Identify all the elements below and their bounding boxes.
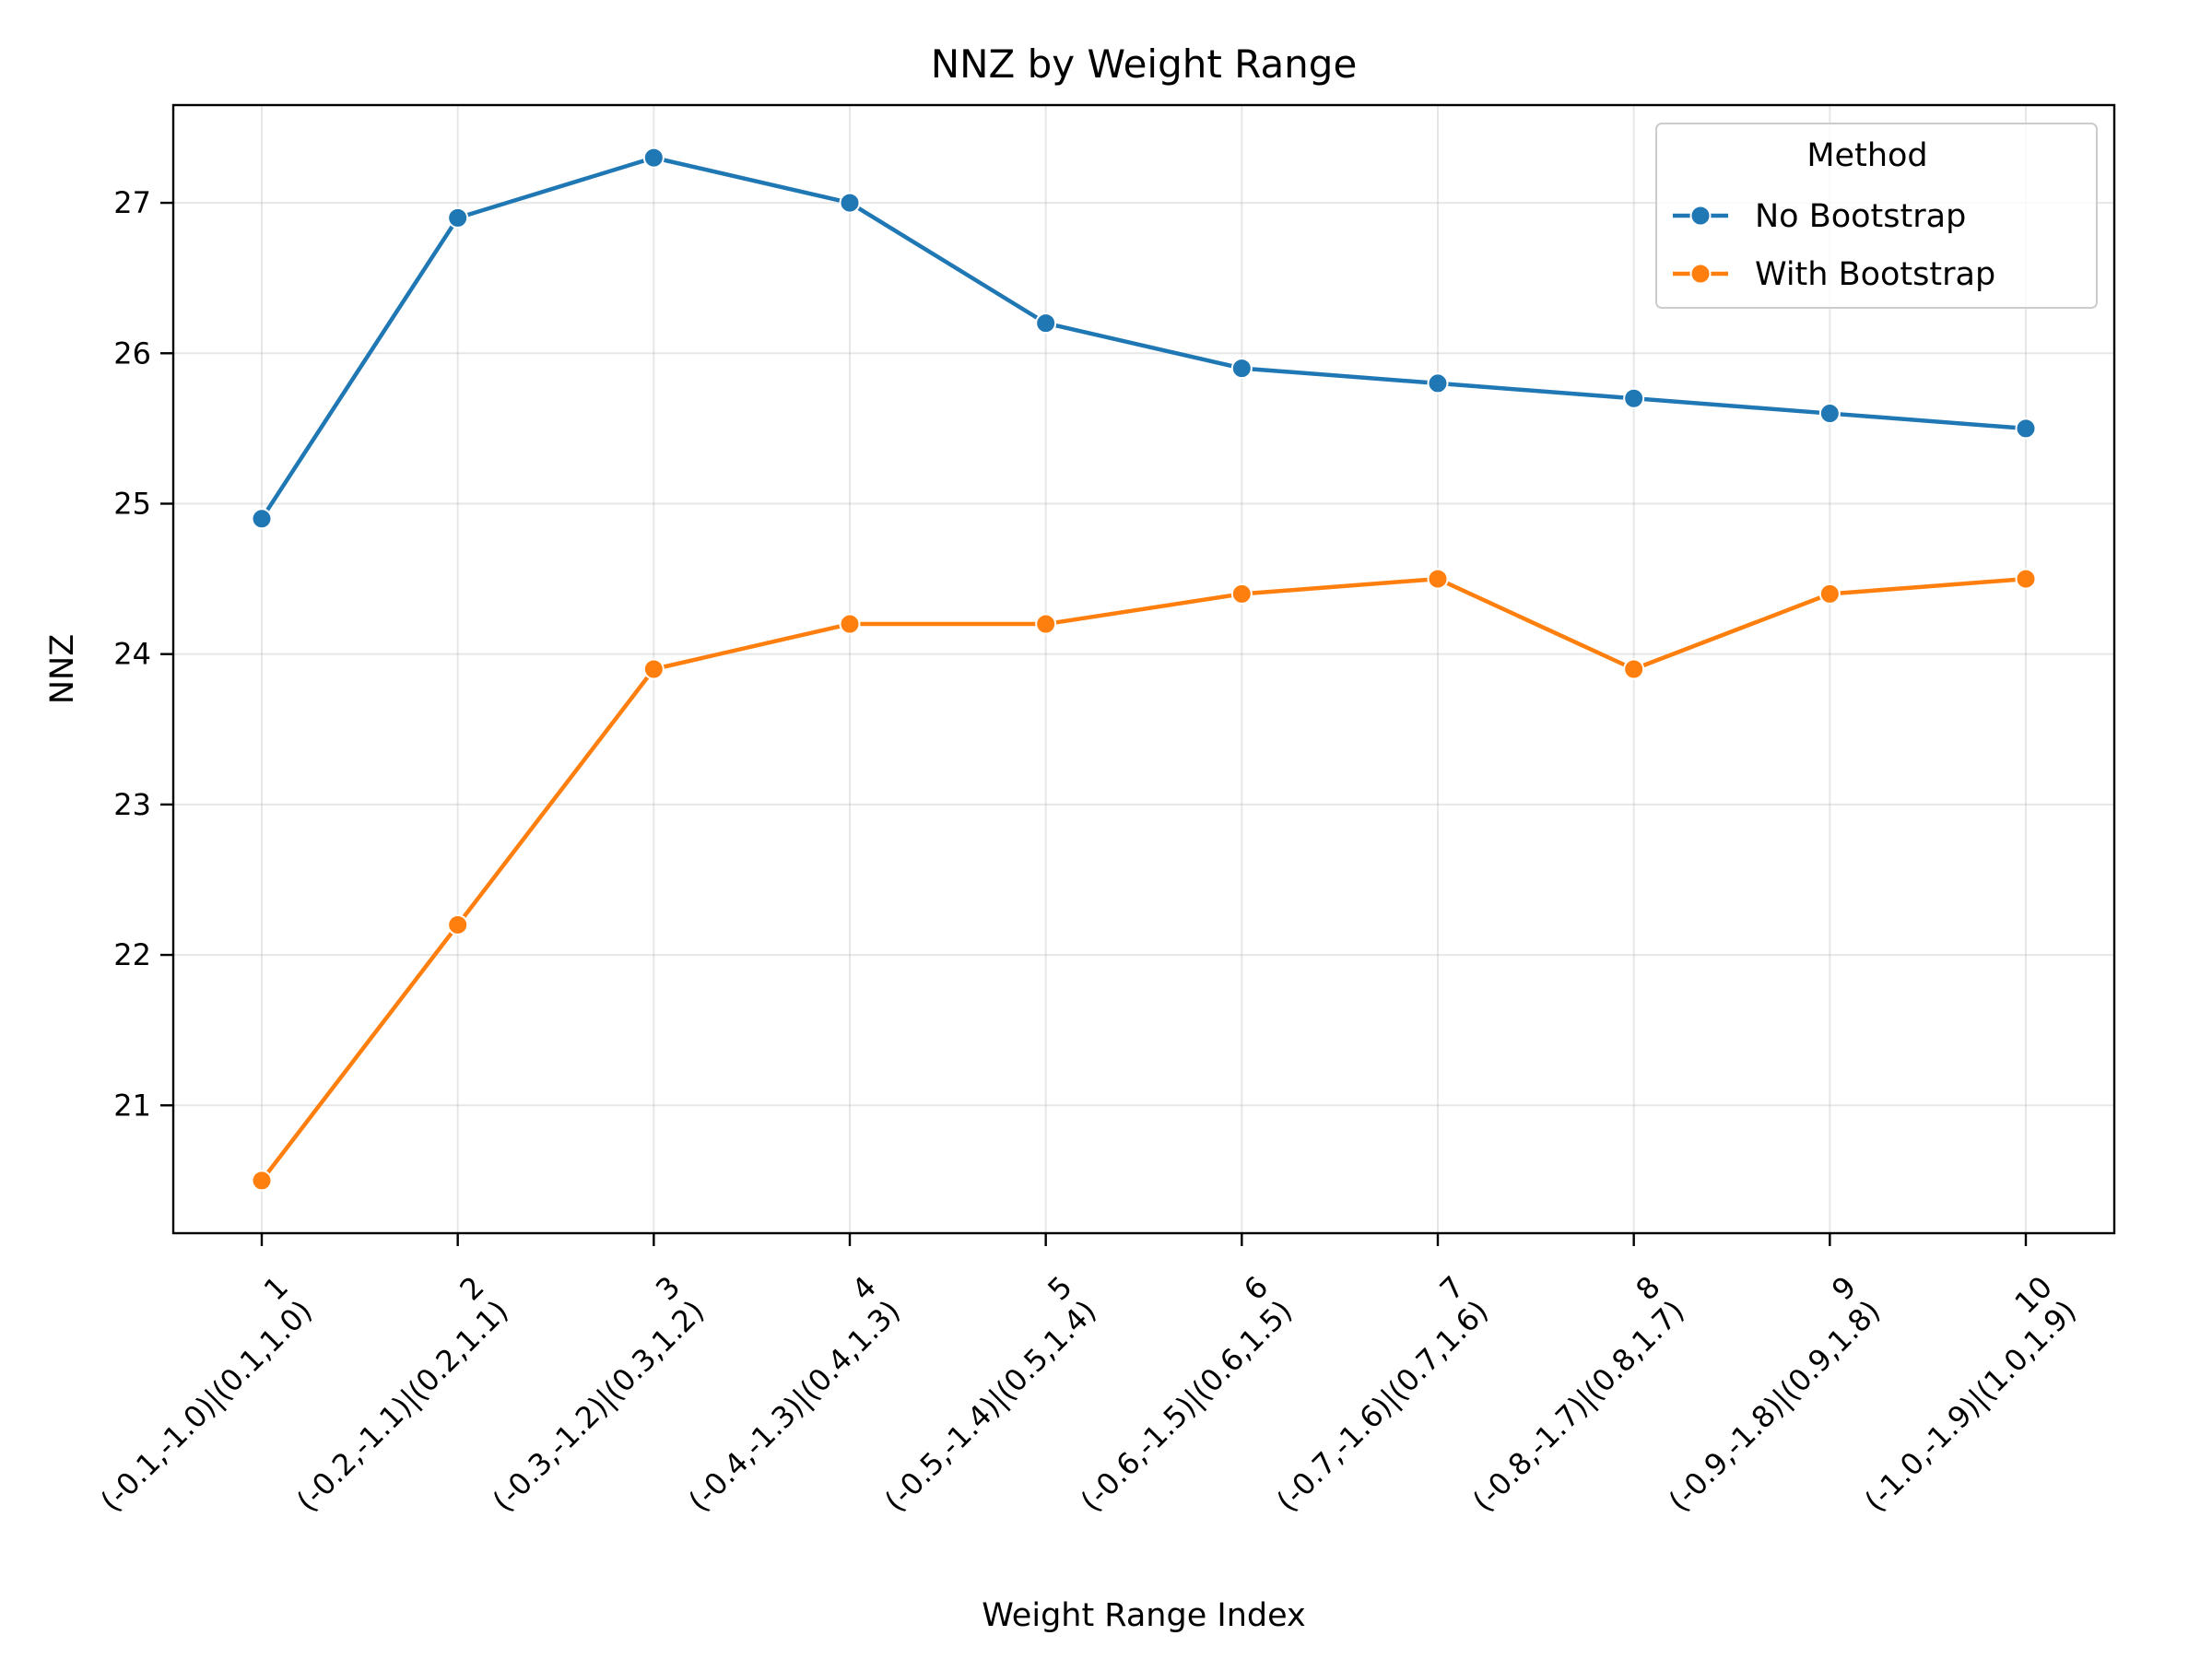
data-point (839, 613, 861, 635)
data-point (1427, 372, 1449, 394)
data-point (2015, 418, 2037, 440)
data-point (251, 508, 273, 530)
plot-frame (171, 103, 2116, 1235)
series-layer (251, 147, 2037, 1192)
y-tick-label: 27 (113, 185, 151, 220)
y-tick-label: 26 (113, 335, 151, 371)
data-point (1623, 387, 1645, 409)
data-point (1818, 403, 1841, 425)
data-point (2015, 568, 2037, 590)
data-point (642, 147, 665, 169)
legend-box (1655, 123, 2098, 309)
legend-title: Method (1806, 137, 1927, 174)
chart-title: NNZ by Weight Range (931, 41, 1358, 87)
y-tick-label: 24 (113, 637, 151, 672)
series-no-bootstrap (251, 147, 2037, 530)
series-line (259, 155, 2029, 522)
data-point (1427, 568, 1449, 590)
data-point (642, 658, 665, 680)
data-point (447, 206, 469, 229)
data-point (251, 1170, 273, 1192)
data-point (839, 192, 861, 214)
series-line (259, 576, 2029, 1183)
x-axis-label: Weight Range Index (982, 1597, 1305, 1634)
y-tick-label: 21 (113, 1088, 151, 1123)
data-point (1623, 658, 1645, 680)
data-point (447, 913, 469, 935)
series-with-bootstrap (251, 568, 2037, 1192)
data-point (1230, 358, 1253, 380)
legend-entry: With Bootstrap (1673, 256, 1995, 293)
legend-entry: No Bootstrap (1673, 198, 1966, 235)
legend-marker (1689, 263, 1712, 285)
y-axis-label: NNZ (44, 634, 81, 704)
data-point (1818, 582, 1841, 605)
data-point (1035, 312, 1057, 335)
legend-label: No Bootstrap (1755, 198, 1966, 235)
data-point (1035, 613, 1057, 635)
data-point (1230, 582, 1253, 605)
y-tick-label: 23 (113, 787, 151, 822)
y-tick-label: 25 (113, 486, 151, 521)
legend-label: With Bootstrap (1755, 256, 1995, 293)
y-tick-label: 22 (113, 937, 151, 972)
legend-marker (1689, 205, 1712, 227)
legend: Method No Bootstrap With Bootstrap (1655, 123, 2098, 309)
